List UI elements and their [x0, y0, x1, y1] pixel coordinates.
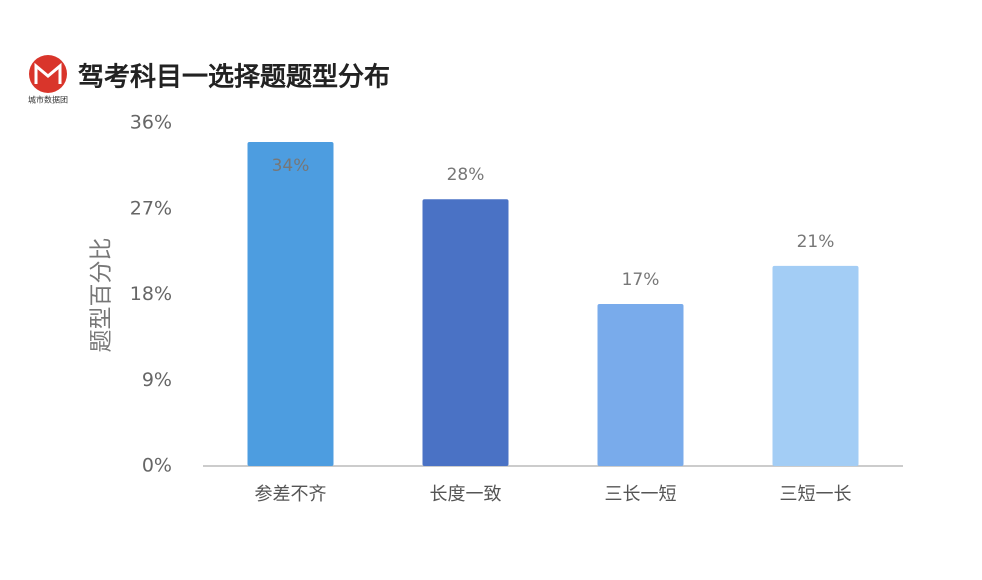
- y-tick-label: 18%: [130, 283, 172, 305]
- y-tick-label: 36%: [130, 112, 172, 134]
- bar: [247, 142, 334, 467]
- value-label: 34%: [272, 156, 310, 176]
- y-tick-label: 0%: [142, 455, 172, 477]
- logo: 城市数据团: [28, 55, 68, 105]
- bar: [772, 265, 859, 466]
- logo-text: 城市数据团: [28, 95, 68, 105]
- y-axis-label: 题型百分比: [89, 238, 115, 353]
- value-label: 17%: [622, 270, 660, 290]
- x-tick-label: 长度一致: [430, 484, 502, 505]
- bar: [597, 304, 684, 466]
- x-tick-label: 三长一短: [605, 484, 677, 505]
- value-label: 28%: [447, 165, 485, 185]
- chart-title: 驾考科目一选择题题型分布: [78, 63, 390, 93]
- x-tick-label: 参差不齐: [255, 484, 327, 505]
- x-tick-label: 三短一长: [780, 484, 852, 505]
- bar: [422, 199, 509, 466]
- value-label: 21%: [797, 232, 835, 252]
- y-tick-label: 27%: [130, 197, 172, 219]
- y-tick-label: 9%: [142, 369, 172, 391]
